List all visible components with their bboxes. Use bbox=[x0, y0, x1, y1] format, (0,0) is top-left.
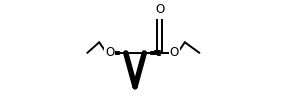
Text: O: O bbox=[155, 3, 164, 16]
Text: O: O bbox=[105, 46, 115, 59]
Text: O: O bbox=[170, 46, 179, 59]
